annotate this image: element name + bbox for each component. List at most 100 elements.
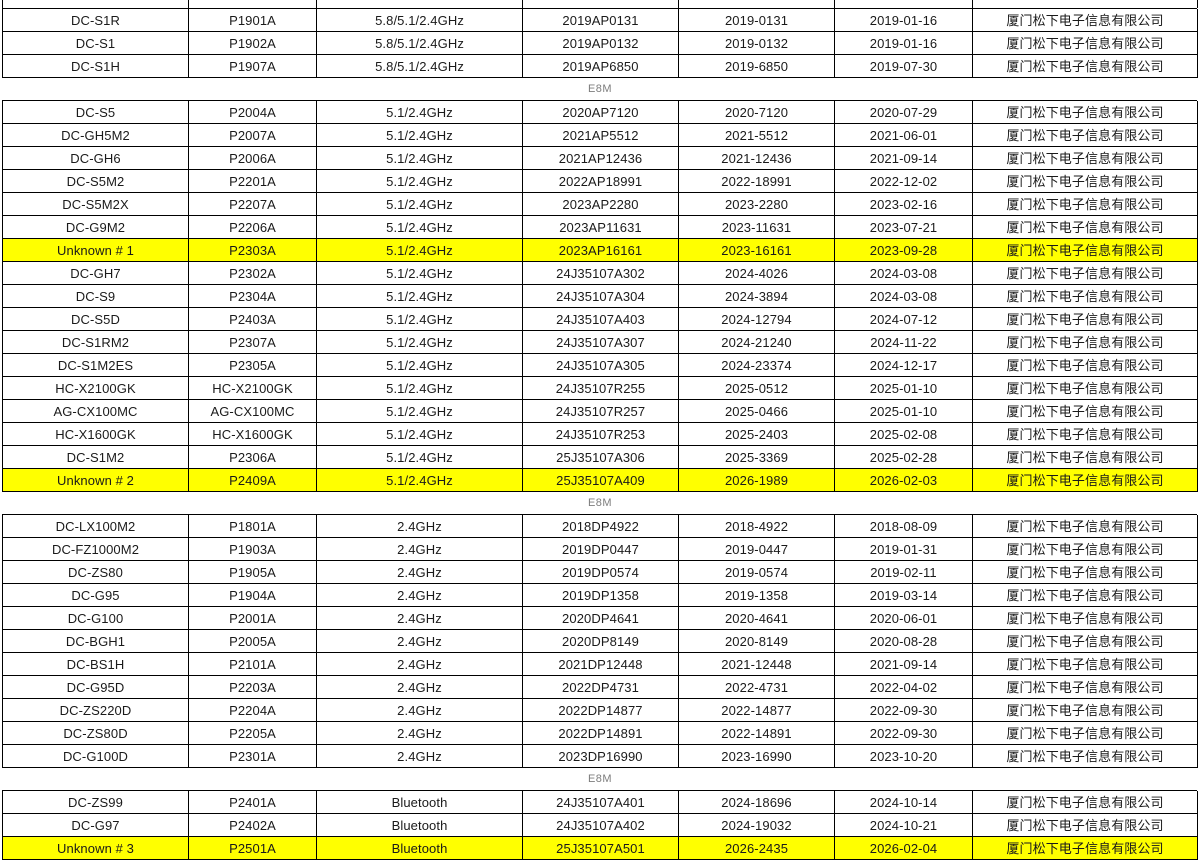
application-id-cell: 2023DP16990 bbox=[523, 745, 679, 768]
table-row: DC-G95D P2203A 2.4GHz 2022DP4731 2022-47… bbox=[3, 676, 1198, 699]
company-cell: 厦门松下电子信息有限公司 bbox=[973, 446, 1198, 469]
company-cell: 厦门松下电子信息有限公司 bbox=[973, 377, 1198, 400]
separator-label: E8M bbox=[587, 773, 613, 785]
frequency-cell: 2.4GHz bbox=[317, 538, 523, 561]
certification-number-cell: 2025-0466 bbox=[679, 400, 835, 423]
model-cell: DC-S5M2X bbox=[3, 193, 189, 216]
certification-date-cell: 2020-08-28 bbox=[835, 630, 973, 653]
application-id-cell: 2022DP14877 bbox=[523, 699, 679, 722]
separator-label: E8M bbox=[587, 83, 613, 95]
certification-date-cell: 2024-10-21 bbox=[835, 814, 973, 837]
application-id-cell: 2019AP0131 bbox=[523, 9, 679, 32]
company-cell: 厦门松下电子信息有限公司 bbox=[973, 32, 1198, 55]
model-cell: DC-BGH1 bbox=[3, 630, 189, 653]
part-number-cell: P2304A bbox=[189, 285, 317, 308]
part-number-cell: P2307A bbox=[189, 331, 317, 354]
cut-off-cell bbox=[189, 0, 317, 8]
certification-date-cell: 2019-01-31 bbox=[835, 538, 973, 561]
certification-date-cell: 2021-09-14 bbox=[835, 653, 973, 676]
certification-date-cell: 2020-06-01 bbox=[835, 607, 973, 630]
model-cell: HC-X2100GK bbox=[3, 377, 189, 400]
certification-date-cell: 2021-06-01 bbox=[835, 124, 973, 147]
application-id-cell: 24J35107A307 bbox=[523, 331, 679, 354]
model-cell: DC-S5M2 bbox=[3, 170, 189, 193]
frequency-cell: 5.1/2.4GHz bbox=[317, 262, 523, 285]
frequency-cell: 5.1/2.4GHz bbox=[317, 400, 523, 423]
table-section-24ghz: DC-LX100M2 P1801A 2.4GHz 2018DP4922 2018… bbox=[2, 514, 1198, 768]
certification-date-cell: 2024-11-22 bbox=[835, 331, 973, 354]
application-id-cell: 2019DP0574 bbox=[523, 561, 679, 584]
company-cell: 厦门松下电子信息有限公司 bbox=[973, 837, 1198, 860]
cut-off-cell bbox=[317, 0, 523, 8]
part-number-cell: P2101A bbox=[189, 653, 317, 676]
company-cell: 厦门松下电子信息有限公司 bbox=[973, 722, 1198, 745]
company-cell: 厦门松下电子信息有限公司 bbox=[973, 423, 1198, 446]
frequency-cell: 2.4GHz bbox=[317, 722, 523, 745]
part-number-cell: P1907A bbox=[189, 55, 317, 78]
frequency-cell: 5.1/2.4GHz bbox=[317, 469, 523, 492]
company-cell: 厦门松下电子信息有限公司 bbox=[973, 285, 1198, 308]
table-row: DC-GH7 P2302A 5.1/2.4GHz 24J35107A302 20… bbox=[3, 262, 1198, 285]
certification-number-cell: 2022-14891 bbox=[679, 722, 835, 745]
frequency-cell: 2.4GHz bbox=[317, 561, 523, 584]
table-row: DC-S5D P2403A 5.1/2.4GHz 24J35107A403 20… bbox=[3, 308, 1198, 331]
frequency-cell: 5.1/2.4GHz bbox=[317, 285, 523, 308]
certification-number-cell: 2020-8149 bbox=[679, 630, 835, 653]
certification-date-cell: 2024-03-08 bbox=[835, 262, 973, 285]
company-cell: 厦门松下电子信息有限公司 bbox=[973, 791, 1198, 814]
part-number-cell: P2205A bbox=[189, 722, 317, 745]
certification-date-cell: 2019-01-16 bbox=[835, 32, 973, 55]
table-row: DC-S5M2 P2201A 5.1/2.4GHz 2022AP18991 20… bbox=[3, 170, 1198, 193]
model-cell: DC-G9M2 bbox=[3, 216, 189, 239]
application-id-cell: 2019AP6850 bbox=[523, 55, 679, 78]
table-row: DC-ZS99 P2401A Bluetooth 24J35107A401 20… bbox=[3, 791, 1198, 814]
part-number-cell: P2306A bbox=[189, 446, 317, 469]
application-id-cell: 2022AP18991 bbox=[523, 170, 679, 193]
model-cell: DC-S1RM2 bbox=[3, 331, 189, 354]
model-cell: DC-S1R bbox=[3, 9, 189, 32]
application-id-cell: 2018DP4922 bbox=[523, 515, 679, 538]
cut-off-cell bbox=[523, 0, 679, 8]
certification-number-cell: 2023-16161 bbox=[679, 239, 835, 262]
company-cell: 厦门松下电子信息有限公司 bbox=[973, 239, 1198, 262]
certification-number-cell: 2026-2435 bbox=[679, 837, 835, 860]
cut-off-cell bbox=[973, 0, 1198, 8]
model-cell: DC-S5D bbox=[3, 308, 189, 331]
certification-date-cell: 2022-09-30 bbox=[835, 699, 973, 722]
certification-date-cell: 2026-02-04 bbox=[835, 837, 973, 860]
model-cell: Unknown # 1 bbox=[3, 239, 189, 262]
company-cell: 厦门松下电子信息有限公司 bbox=[973, 124, 1198, 147]
model-cell: DC-G100D bbox=[3, 745, 189, 768]
frequency-cell: 5.8/5.1/2.4GHz bbox=[317, 55, 523, 78]
model-cell: DC-G95 bbox=[3, 584, 189, 607]
table-section-51ghz: DC-S5 P2004A 5.1/2.4GHz 2020AP7120 2020-… bbox=[2, 100, 1198, 492]
application-id-cell: 25J35107A306 bbox=[523, 446, 679, 469]
frequency-cell: 2.4GHz bbox=[317, 653, 523, 676]
part-number-cell: HC-X2100GK bbox=[189, 377, 317, 400]
certification-date-cell: 2019-01-16 bbox=[835, 9, 973, 32]
application-id-cell: 24J35107R253 bbox=[523, 423, 679, 446]
certification-date-cell: 2024-10-14 bbox=[835, 791, 973, 814]
frequency-cell: 2.4GHz bbox=[317, 676, 523, 699]
company-cell: 厦门松下电子信息有限公司 bbox=[973, 699, 1198, 722]
table-row: HC-X1600GK HC-X1600GK 5.1/2.4GHz 24J3510… bbox=[3, 423, 1198, 446]
model-cell: DC-S1H bbox=[3, 55, 189, 78]
certification-number-cell: 2023-16990 bbox=[679, 745, 835, 768]
frequency-cell: 2.4GHz bbox=[317, 515, 523, 538]
model-cell: HC-X1600GK bbox=[3, 423, 189, 446]
application-id-cell: 2020AP7120 bbox=[523, 101, 679, 124]
certification-date-cell: 2024-03-08 bbox=[835, 285, 973, 308]
part-number-cell: P1901A bbox=[189, 9, 317, 32]
application-id-cell: 2022DP4731 bbox=[523, 676, 679, 699]
frequency-cell: 5.8/5.1/2.4GHz bbox=[317, 32, 523, 55]
table-row: DC-G9M2 P2206A 5.1/2.4GHz 2023AP11631 20… bbox=[3, 216, 1198, 239]
certification-number-cell: 2024-12794 bbox=[679, 308, 835, 331]
part-number-cell: P1801A bbox=[189, 515, 317, 538]
frequency-cell: 5.1/2.4GHz bbox=[317, 170, 523, 193]
table-row: DC-BGH1 P2005A 2.4GHz 2020DP8149 2020-81… bbox=[3, 630, 1198, 653]
part-number-cell: P1905A bbox=[189, 561, 317, 584]
part-number-cell: AG-CX100MC bbox=[189, 400, 317, 423]
model-cell: DC-G100 bbox=[3, 607, 189, 630]
part-number-cell: HC-X1600GK bbox=[189, 423, 317, 446]
